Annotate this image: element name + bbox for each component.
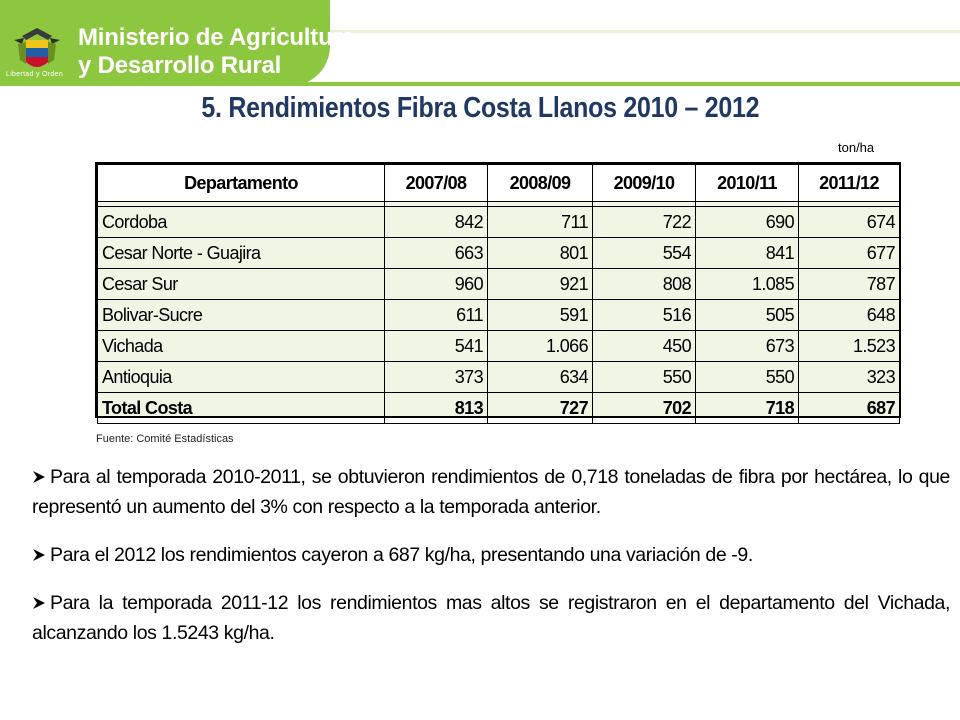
cell-departamento: Total Costa: [97, 392, 385, 424]
slide-title: 5. Rendimientos Fibra Costa Llanos 2010 …: [0, 92, 960, 125]
cell-value: 516: [592, 299, 696, 331]
header-top-line: [330, 30, 960, 33]
cell-departamento: Bolivar-Sucre: [97, 299, 385, 331]
cell-value: 554: [592, 237, 696, 269]
bullet-list: Para al temporada 2010-2011, se obtuvier…: [32, 462, 950, 666]
header-2010-11: 2010/11: [695, 164, 799, 202]
cell-value: 841: [695, 237, 799, 269]
arrow-right-icon: [33, 471, 45, 483]
slide-title-text: 5. Rendimientos Fibra Costa Llanos 2010 …: [201, 92, 759, 124]
bullet-item: Para al temporada 2010-2011, se obtuvier…: [32, 462, 950, 522]
header-2008-09: 2008/09: [487, 164, 593, 202]
cell-departamento: Antioquia: [97, 361, 385, 393]
cell-value: 591: [487, 299, 593, 331]
table-row: Cordoba 842 711 722 690 674: [97, 206, 900, 238]
cell-value: 663: [384, 237, 488, 269]
cell-departamento: Cordoba: [97, 206, 385, 238]
cell-departamento: Cesar Sur: [97, 268, 385, 300]
bullet-text: Para el 2012 los rendimientos cayeron a …: [50, 544, 753, 566]
cell-value: 1.085: [695, 268, 799, 300]
bullet-text: Para la temporada 2011-12 los rendimient…: [32, 592, 950, 644]
cell-value: 801: [487, 237, 593, 269]
header-departamento: Departamento: [97, 164, 385, 202]
bullet-item: Para el 2012 los rendimientos cayeron a …: [32, 540, 950, 570]
cell-value: 541: [384, 330, 488, 362]
cell-value: 722: [592, 206, 696, 238]
cell-value: 674: [798, 206, 900, 238]
colombia-coat-of-arms-icon: [14, 28, 60, 67]
cell-value: 550: [695, 361, 799, 393]
cell-value: 842: [384, 206, 488, 238]
cell-value: 323: [798, 361, 900, 393]
cell-value: 611: [384, 299, 488, 331]
header-2011-12: 2011/12: [798, 164, 900, 202]
arrow-right-icon: [33, 549, 45, 561]
header-bottom-line: [0, 82, 960, 86]
cell-value: 711: [487, 206, 593, 238]
cell-departamento: Cesar Norte - Guajira: [97, 237, 385, 269]
cell-value: 373: [384, 361, 488, 393]
ministry-name-line2: y Desarrollo Rural: [78, 52, 282, 79]
table-row: Cesar Norte - Guajira 663 801 554 841 677: [97, 237, 900, 269]
bullet-item: Para la temporada 2011-12 los rendimient…: [32, 588, 950, 648]
header-banner: Libertad y Orden Ministerio de Agricultu…: [0, 0, 960, 95]
bullet-text: Para al temporada 2010-2011, se obtuvier…: [32, 466, 950, 518]
yield-table: Departamento 2007/08 2008/09 2009/10 201…: [95, 162, 901, 424]
cell-value: 648: [798, 299, 900, 331]
cell-value: 677: [798, 237, 900, 269]
arrow-right-icon: [33, 597, 45, 609]
table-header-row: Departamento 2007/08 2008/09 2009/10 201…: [97, 164, 900, 202]
header-green-panel: [0, 0, 330, 86]
cell-value: 718: [695, 392, 799, 424]
cell-value: 673: [695, 330, 799, 362]
cell-value: 787: [798, 268, 900, 300]
cell-value: 450: [592, 330, 696, 362]
cell-value: 921: [487, 268, 593, 300]
table-body: Cordoba 842 711 722 690 674 Cesar Norte - Guaj…: [97, 201, 900, 424]
cell-value: 550: [592, 361, 696, 393]
ministry-name-line1: Ministerio de Agricultura: [78, 24, 355, 51]
cell-value: 505: [695, 299, 799, 331]
cell-value: 1.523: [798, 330, 900, 362]
ministry-name: Ministerio de Agricultura y Desarrollo R…: [78, 24, 355, 80]
cell-departamento: Vichada: [97, 330, 385, 362]
source-note: Fuente: Comité Estadísticas: [96, 433, 234, 445]
header-2007-08: 2007/08: [384, 164, 488, 202]
header-2009-10: 2009/10: [592, 164, 696, 202]
cell-value: 690: [695, 206, 799, 238]
table-total-row: Total Costa 813 727 702 718 687: [97, 392, 900, 424]
unit-label: ton/ha: [838, 140, 875, 155]
cell-value: 634: [487, 361, 593, 393]
cell-value: 808: [592, 268, 696, 300]
table-row: Antioquia 373 634 550 550 323: [97, 361, 900, 393]
cell-value: 687: [798, 392, 900, 424]
cell-value: 727: [487, 392, 593, 424]
yield-table-grid: Departamento 2007/08 2008/09 2009/10 201…: [97, 164, 900, 424]
table-row: Cesar Sur 960 921 808 1.085 787: [97, 268, 900, 300]
table-row: Bolivar-Sucre 611 591 516 505 648: [97, 299, 900, 331]
table-row: Vichada 541 1.066 450 673 1.523: [97, 330, 900, 362]
crest-motto: Libertad y Orden: [6, 71, 63, 78]
cell-value: 813: [384, 392, 488, 424]
cell-value: 960: [384, 268, 488, 300]
cell-value: 702: [592, 392, 696, 424]
cell-value: 1.066: [487, 330, 593, 362]
